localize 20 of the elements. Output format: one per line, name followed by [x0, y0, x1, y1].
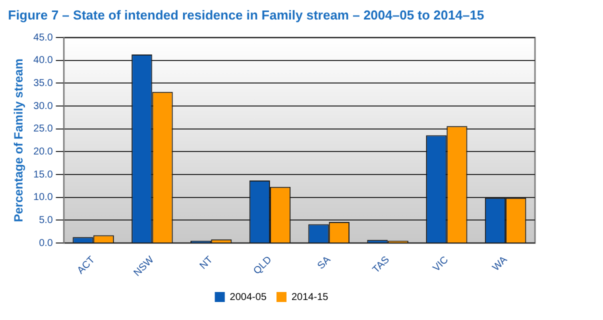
x-tick-label: VIC — [431, 254, 451, 274]
x-tick-label: WA — [490, 254, 510, 274]
y-tick-label: 10.0 — [33, 192, 54, 204]
x-tick-label: SA — [316, 254, 334, 272]
y-tick-label: 40.0 — [33, 55, 54, 66]
y-tick-label: 5.0 — [38, 214, 54, 226]
y-tick-label: 20.0 — [33, 146, 54, 158]
y-tick-label: 0.0 — [38, 238, 54, 249]
legend-label: 2004-05 — [230, 292, 267, 303]
y-tick-label: 15.0 — [33, 169, 54, 180]
legend-label: 2014-15 — [292, 292, 329, 303]
x-tick-label: TAS — [370, 254, 392, 276]
x-tick-label: QLD — [252, 254, 274, 277]
y-axis-title: Percentage of Family stream — [12, 58, 26, 222]
y-tick-label: 45.0 — [33, 32, 54, 44]
y-tick-label: 30.0 — [33, 100, 54, 112]
y-tick-label: 25.0 — [33, 124, 54, 135]
x-tick-label: NT — [198, 254, 216, 272]
y-tick-label: 35.0 — [33, 78, 54, 89]
chart-title: Figure 7 – State of intended residence in Family stream – 2004–05 to 2014–15 — [8, 7, 484, 22]
